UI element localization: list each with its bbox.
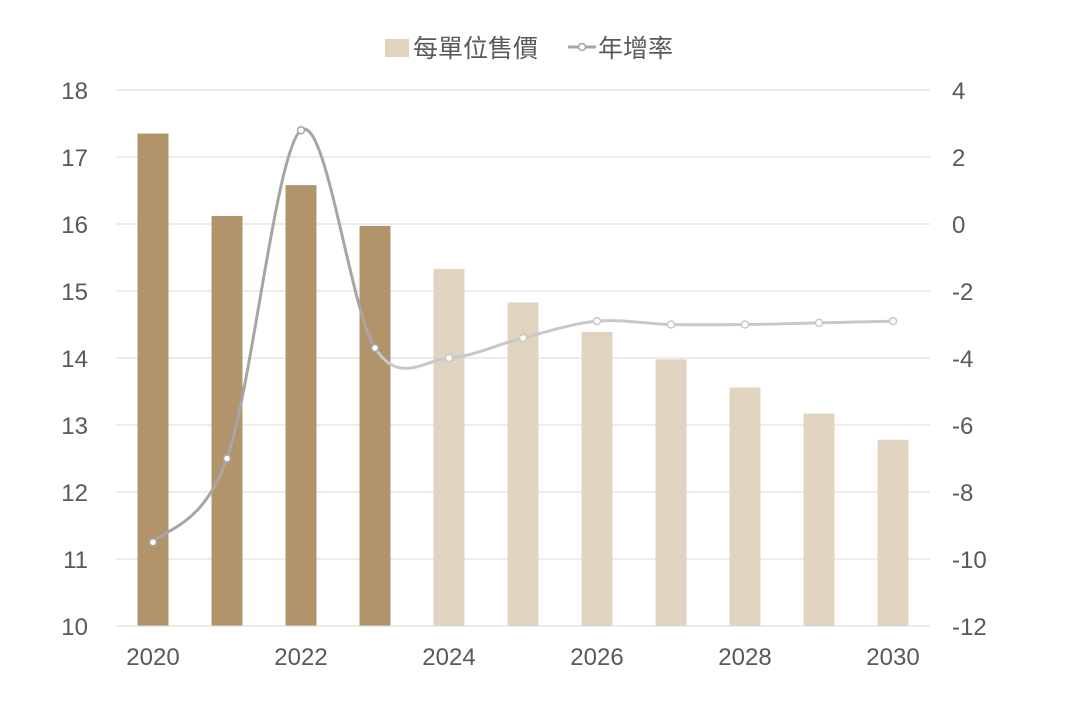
line-point [666, 320, 676, 329]
line-point [222, 454, 232, 463]
line-segment [743, 321, 821, 326]
y-right-tick-label: 0 [952, 212, 965, 239]
legend-marker-icon [577, 42, 587, 52]
y-left-tick-label: 15 [61, 279, 88, 306]
y-right-tick-label: -6 [952, 413, 973, 440]
line-point [370, 343, 380, 353]
bar [655, 359, 687, 626]
line-point [814, 318, 824, 328]
line-point [518, 333, 528, 343]
y-left-tick-label: 18 [61, 78, 88, 105]
x-tick-label: 2028 [718, 644, 771, 671]
bar [877, 439, 909, 626]
line-series [148, 125, 898, 547]
y-right-tick-label: -12 [952, 614, 987, 641]
y-left-tick-label: 17 [61, 145, 88, 172]
legend: 每單位售價 年增率 [385, 34, 673, 63]
line-segment [225, 128, 303, 460]
x-tick-label: 2030 [866, 644, 919, 671]
line-segment [521, 319, 599, 340]
line-point [592, 316, 602, 326]
bar-series [137, 133, 909, 627]
y-right-tick-label: -2 [952, 279, 973, 306]
y-left-tick-label: 16 [61, 212, 88, 239]
line-segment [595, 319, 673, 326]
line-point [444, 353, 454, 363]
line-point [296, 125, 306, 135]
y-right-tick-label: -4 [952, 346, 973, 373]
bar [803, 413, 835, 626]
x-tick-label: 2020 [126, 644, 179, 671]
line-point [740, 320, 750, 329]
bar [285, 185, 317, 626]
bar [729, 387, 761, 626]
bar [359, 226, 391, 626]
x-tick-label: 2022 [274, 644, 327, 671]
legend-label-line: 年增率 [598, 34, 673, 63]
line-point [148, 538, 158, 547]
line-point [888, 316, 898, 326]
bar [581, 331, 613, 626]
y-left-tick-label: 10 [61, 614, 88, 641]
line-segment [373, 346, 451, 370]
line-segment [299, 127, 377, 350]
line-segment [447, 336, 525, 360]
y-right-tick-label: 2 [952, 145, 965, 172]
bar [137, 133, 169, 627]
y-left-tick-label: 13 [61, 413, 88, 440]
bar [433, 268, 465, 626]
line-segment [817, 319, 895, 325]
y-left-tick-label: 14 [61, 346, 88, 373]
line-segment [151, 457, 229, 544]
legend-swatch-bar [385, 39, 409, 57]
y-left-tick-label: 11 [63, 547, 88, 574]
x-tick-label: 2026 [570, 644, 623, 671]
legend-label-bar: 每單位售價 [413, 34, 538, 63]
y-right-tick-label: -8 [952, 480, 973, 507]
y-right-tick-label: -10 [952, 547, 987, 574]
x-tick-label: 2024 [422, 644, 475, 671]
y-left-tick-label: 12 [61, 480, 88, 507]
bar [507, 302, 539, 626]
axes: 10 11 12 13 14 15 16 17 18 -12 -10 -8 -6 -4 -2 0 2 4 2020 2… [61, 78, 986, 671]
y-right-tick-label: 4 [952, 78, 965, 105]
